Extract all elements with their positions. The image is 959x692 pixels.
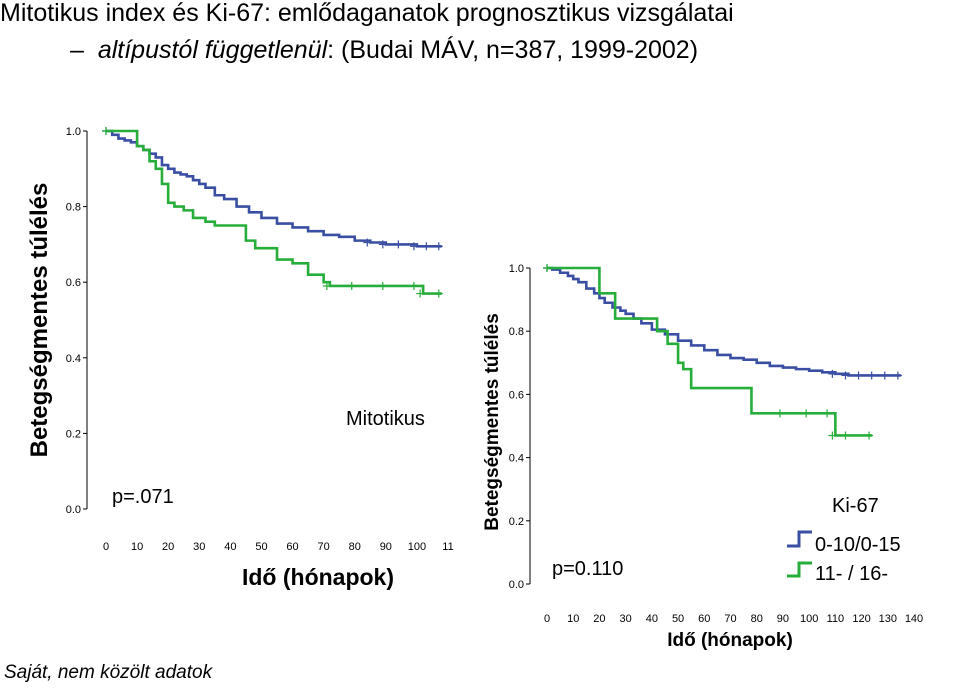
p-value-label: p=0.110 [552, 558, 623, 580]
y-tick-label: 0.0 [66, 504, 81, 516]
y-tick-label: 1.0 [66, 126, 81, 138]
censor-mark [422, 242, 431, 251]
legend-item-1: 11- / 16- [815, 563, 888, 585]
censor-mark [841, 371, 850, 380]
x-tick-label: 90 [777, 613, 789, 625]
x-tick-label: 70 [724, 613, 736, 625]
x-axis-title: Idő (hónapok) [242, 564, 394, 590]
slide-subtitle: – altípustól függetlenül: (Budai MÁV, n=… [70, 35, 698, 66]
series-line-1 [106, 129, 442, 295]
censor-mark [893, 371, 902, 380]
group-label-mitotikus: Mitotikus [346, 408, 425, 430]
x-tick-label: 40 [646, 613, 658, 625]
censor-mark [775, 409, 784, 418]
subtitle-dash: – [70, 36, 84, 64]
censor-mark [823, 409, 832, 418]
censor-mark [409, 242, 418, 251]
censor-mark [880, 371, 889, 380]
x-tick-label: 80 [349, 541, 361, 553]
y-axis-title: Betegségmentes túlélés [482, 313, 503, 531]
slide-title: Mitotikus index és Ki-67: emlődaganatok … [0, 0, 734, 27]
y-tick-label: 0.4 [509, 453, 524, 465]
x-tick-label: 0 [103, 541, 109, 553]
x-tick-label: 10 [567, 613, 579, 625]
censor-mark [434, 242, 443, 251]
y-tick-label: 0.4 [66, 353, 81, 365]
y-axis: 0.0 0.2 0.4 0.6 0.8 1.0 [66, 126, 88, 516]
y-tick-label: 0.0 [509, 579, 524, 591]
legend-symbol-0 [787, 530, 812, 548]
censor-mark [434, 289, 443, 298]
x-axis-title: Idő (hónapok) [667, 630, 793, 651]
censor-mark [543, 264, 551, 272]
x-tick-label: 20 [593, 613, 605, 625]
x-tick-label: 110 [827, 613, 845, 625]
censor-mark [867, 371, 876, 380]
x-tick-label: 60 [698, 613, 710, 625]
censor-mark [378, 240, 387, 249]
censor-mark [322, 281, 331, 290]
y-tick-label: 0.6 [66, 277, 81, 289]
censor-mark [841, 431, 850, 440]
y-tick-label: 0.8 [66, 202, 81, 214]
chart-panel [455, 238, 959, 658]
legend: Ki-67 0-10/0-15 11- / 16- [787, 495, 901, 585]
series-group [102, 127, 443, 298]
y-tick-label: 0.6 [509, 389, 524, 401]
x-tick-label: 60 [286, 541, 298, 553]
x-tick-label: 50 [255, 541, 267, 553]
x-tick-label: 130 [879, 613, 897, 625]
series-group [543, 264, 902, 440]
x-tick-label: 80 [751, 613, 763, 625]
x-tick-label: 140 [905, 613, 923, 625]
y-tick-label: 0.2 [66, 428, 81, 440]
censor-mark [363, 238, 372, 247]
censor-mark [409, 281, 418, 290]
chart-mitotic: 0.0 0.2 0.4 0.6 0.8 1.0 0 10 20 30 40 50 60 70 80 90 10… [26, 126, 454, 590]
x-tick-label: 100 [800, 613, 818, 625]
y-axis: 0.0 0.2 0.4 0.6 0.8 1.0 [509, 263, 531, 591]
censor-mark [802, 409, 811, 418]
footnote: Saját, nem közölt adatok [4, 662, 213, 683]
x-tick-label: 120 [852, 613, 870, 625]
y-tick-label: 0.2 [509, 516, 524, 528]
censor-mark [828, 369, 837, 378]
x-tick-label: 40 [224, 541, 236, 553]
y-axis-title: Betegségmentes túlélés [26, 183, 53, 458]
legend-title: Ki-67 [832, 495, 879, 517]
legend-item-0: 0-10/0-15 [815, 534, 901, 556]
x-tick-label: 100 [408, 541, 426, 553]
chart-ki67: Mitotikus 0.0 0.2 0.4 0.6 0.8 1.0 0 10 20 30 40 50… [346, 238, 959, 658]
x-tick-label: 10 [131, 541, 143, 553]
subtitle-rest: : (Budai MÁV, n=387, 1999-2002) [327, 36, 699, 64]
censor-mark [828, 431, 837, 440]
y-tick-label: 1.0 [509, 263, 524, 275]
censor-mark [102, 127, 110, 135]
x-tick-label: 20 [162, 541, 174, 553]
censor-mark [347, 281, 356, 290]
legend-symbol-1 [787, 561, 812, 578]
x-tick-label: 11 [442, 541, 453, 553]
y-tick-label: 0.8 [509, 326, 524, 338]
subtitle-emphasis: altípustól függetlenül [97, 36, 328, 64]
series-line-0 [106, 129, 442, 248]
x-tick-label: 30 [620, 613, 632, 625]
x-tick-label: 90 [380, 541, 392, 553]
x-tick-label: 0 [544, 613, 550, 625]
x-tick-label: 50 [672, 613, 684, 625]
x-tick-label: 30 [193, 541, 205, 553]
x-axis: 0 10 20 30 40 50 60 70 80 90 100 11 [103, 541, 454, 553]
censor-mark [378, 281, 387, 290]
censor-mark [865, 431, 874, 440]
p-value-label: p=.071 [112, 486, 174, 508]
censor-mark [416, 289, 425, 298]
x-axis: 0 10 20 30 40 50 60 70 80 90 100 110 120 130 140 [544, 613, 923, 625]
series-line-0 [547, 266, 901, 377]
censor-mark [854, 371, 863, 380]
censor-mark [394, 240, 403, 249]
x-tick-label: 70 [318, 541, 330, 553]
